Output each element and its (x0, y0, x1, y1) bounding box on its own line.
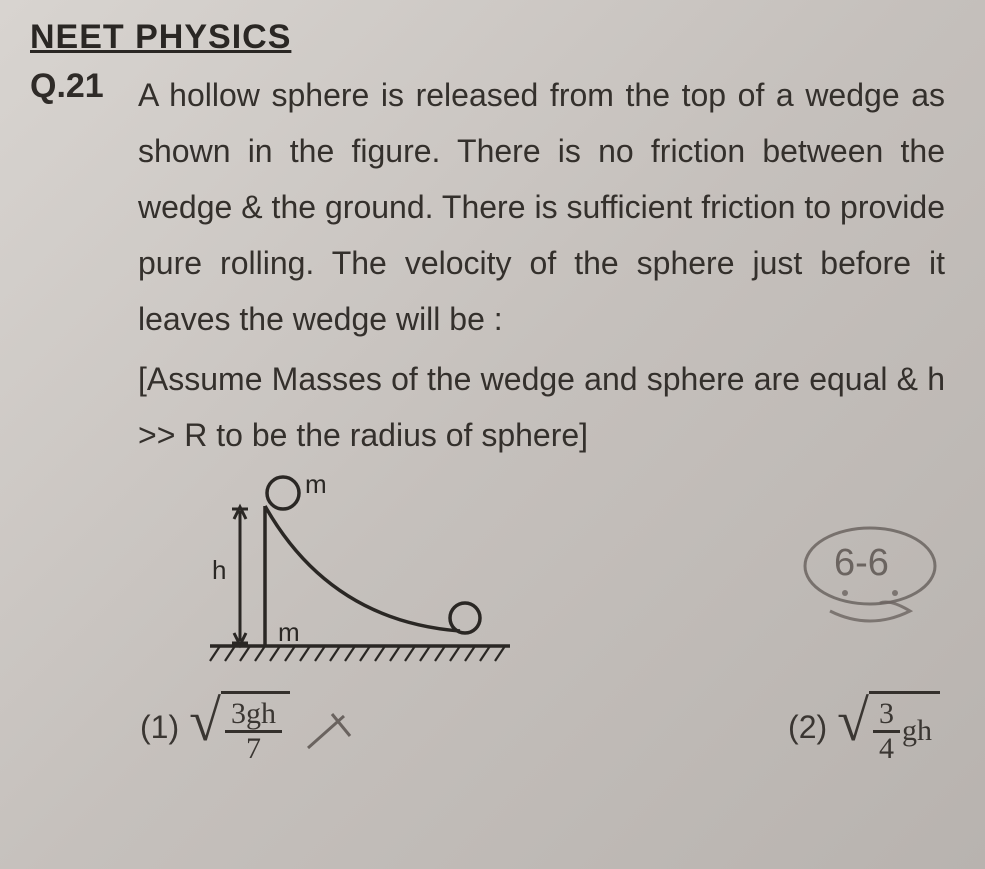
question-assume: [Assume Masses of the wedge and sphere a… (138, 351, 945, 463)
wedge-figure: m h m (170, 471, 530, 681)
opt1-numerator: 3gh (225, 698, 282, 733)
fig-h-label: h (212, 555, 226, 585)
option-1-expr: √ 3gh 7 (189, 691, 290, 764)
opt1-denominator: 7 (240, 733, 267, 765)
question-text: A hollow sphere is released from the top… (138, 77, 945, 337)
option-1-label: (1) (140, 709, 179, 746)
option-1: (1) √ 3gh 7 (140, 691, 306, 764)
option-2: (2) √ 3 4 gh (788, 691, 940, 764)
opt2-frac-den: 4 (873, 733, 900, 765)
fig-wedge-m-label: m (278, 617, 300, 647)
section-header: NEET PHYSICS (30, 18, 945, 57)
fig-top-m-label: m (305, 471, 327, 499)
option-2-label: (2) (788, 709, 827, 746)
figure-row: m h m 6-6 (170, 471, 950, 681)
radical-icon: √ (189, 695, 221, 768)
question-number: Q.21 (30, 67, 120, 106)
radical-icon: √ (837, 695, 869, 768)
pencil-scribble: 6-6 (790, 521, 950, 631)
page: NEET PHYSICS Q.21 A hollow sphere is rel… (0, 0, 985, 869)
options-row: (1) √ 3gh 7 (2) √ (140, 691, 940, 764)
opt2-frac-num: 3 (873, 698, 900, 733)
question-row: Q.21 A hollow sphere is released from th… (30, 67, 945, 463)
scribble-text: 6-6 (834, 542, 889, 584)
option-2-expr: √ 3 4 gh (837, 691, 940, 764)
opt2-tail: gh (900, 714, 932, 748)
question-body: A hollow sphere is released from the top… (138, 67, 945, 463)
